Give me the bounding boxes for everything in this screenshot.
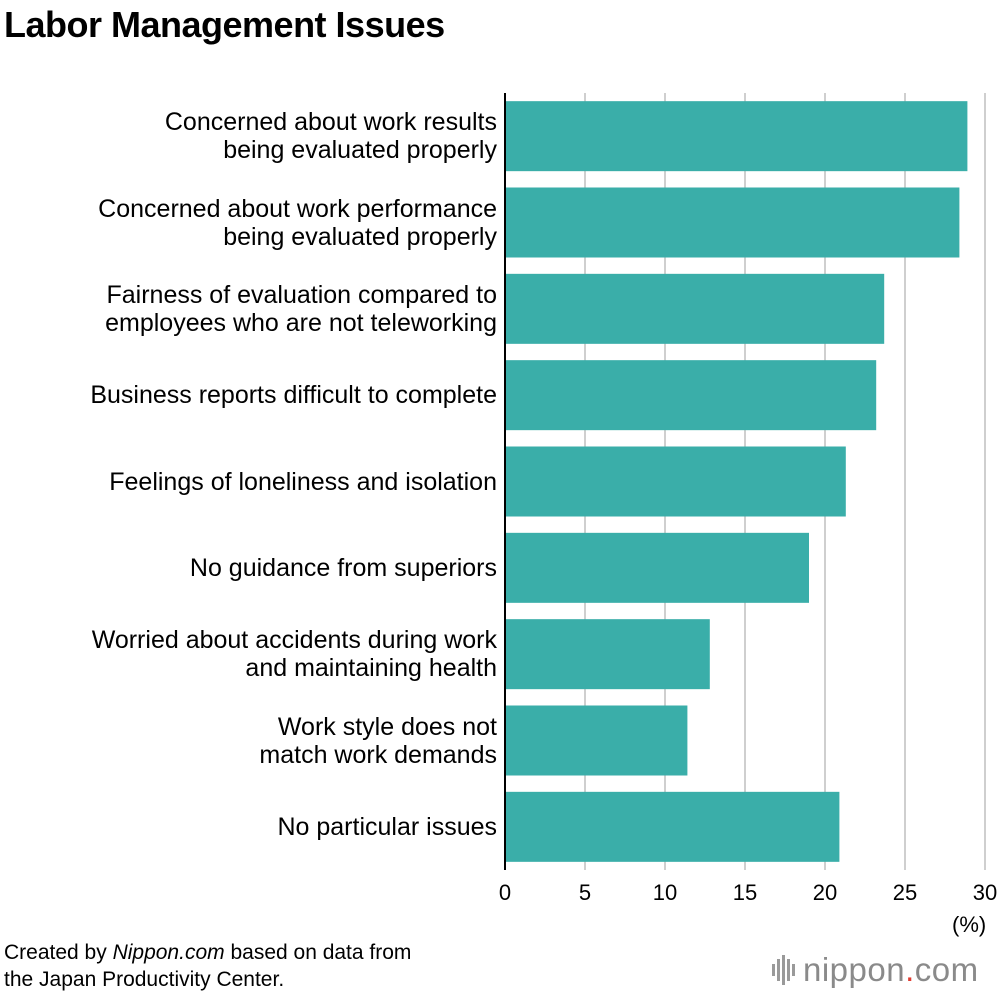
bar-1 — [505, 187, 960, 258]
credit-source: Nippon.com — [112, 941, 225, 964]
x-axis-unit: (%) — [952, 912, 987, 937]
logo-text: nippon.com — [803, 951, 979, 989]
bar-5 — [505, 532, 809, 603]
tick-label-15: 15 — [732, 880, 758, 905]
category-label-3: Business reports difficult to complete — [90, 381, 497, 410]
tick-label-0: 0 — [498, 880, 512, 905]
logo-text-tail: com — [914, 951, 979, 988]
bar-7 — [505, 705, 688, 776]
chart-title: Labor Management Issues — [4, 4, 445, 45]
bar-6 — [505, 619, 710, 690]
bar-3 — [505, 360, 877, 431]
bar-2 — [505, 273, 885, 344]
category-label-4: Feelings of loneliness and isolation — [109, 467, 497, 496]
nippon-logo-icon — [772, 955, 795, 985]
credit-suffix: based on data from — [224, 941, 412, 964]
category-label-0: Concerned about work results being evalu… — [164, 108, 497, 165]
category-label-8: No particular issues — [277, 812, 497, 841]
credit-line-2: the Japan Productivity Center. — [4, 968, 285, 991]
category-label-7: Work style does not match work demands — [259, 712, 497, 769]
bar-8 — [505, 791, 840, 862]
nippon-logo: nippon.com — [772, 950, 979, 990]
tick-label-25: 25 — [892, 880, 918, 905]
bar-4 — [505, 446, 846, 517]
logo-text-main: nippon — [803, 951, 906, 988]
category-label-1: Concerned about work performance being e… — [98, 194, 497, 251]
tick-label-20: 20 — [812, 880, 838, 905]
tick-label-5: 5 — [578, 880, 592, 905]
category-label-6: Worried about accidents during work and … — [91, 626, 497, 683]
logo-dot: . — [905, 951, 915, 988]
category-label-2: Fairness of evaluation compared to emplo… — [105, 280, 497, 337]
credit-prefix: Created by — [4, 941, 113, 964]
tick-label-10: 10 — [652, 880, 678, 905]
bar-0 — [505, 101, 968, 172]
source-credit: Created by Nippon.com based on data from… — [4, 939, 411, 993]
tick-label-30: 30 — [972, 880, 998, 905]
category-label-5: No guidance from superiors — [189, 553, 497, 582]
